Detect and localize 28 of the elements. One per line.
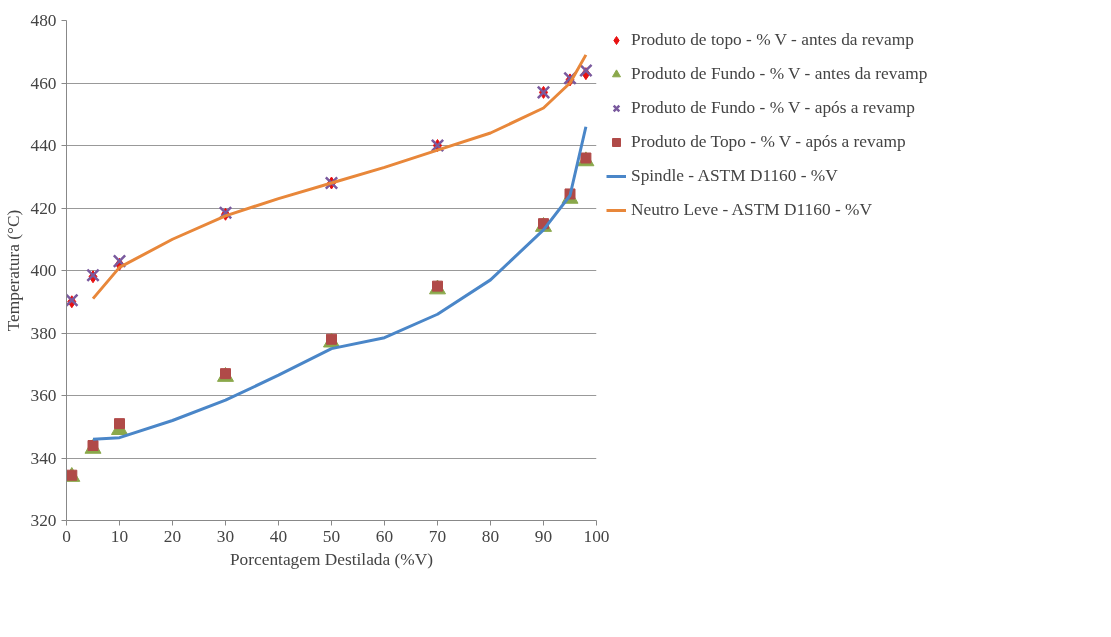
y-tick-label: 320 [30, 511, 57, 530]
x-tick-label: 40 [269, 526, 288, 546]
x-tick-label: 0 [62, 526, 71, 546]
y-tick-label: 380 [30, 323, 57, 343]
x-tick-label: 100 [583, 526, 610, 546]
y-tick-label: 440 [30, 136, 57, 155]
x-tick-label: 80 [481, 526, 500, 546]
x-tick-label: 70 [428, 526, 447, 546]
legend-label: Produto de Fundo - % V - antes da revamp [631, 64, 928, 84]
legend-label: Produto de topo - % V - antes da revamp [631, 30, 914, 50]
y-tick-label: 340 [30, 448, 57, 468]
y-tick-label: 420 [30, 198, 57, 218]
legend-label: Neutro Leve - ASTM D1160 - %V [631, 200, 872, 220]
x-tick-label: 50 [322, 526, 341, 546]
y-tick-label: 460 [30, 73, 57, 93]
x-axis-title: Porcentagem Destilada (%V) [229, 549, 434, 569]
y-tick-label: 360 [30, 386, 57, 405]
y-axis-title: Temperatura (°C) [3, 209, 23, 332]
x-tick-label: 20 [163, 526, 182, 546]
legend-label: Produto de Fundo - % V - após a revamp [631, 98, 915, 118]
y-tick-label: 400 [30, 261, 57, 280]
legend-label: Spindle - ASTM D1160 - %V [631, 166, 838, 186]
legend-label: Produto de Topo - % V - após a revamp [631, 132, 906, 152]
x-tick-label: 90 [534, 526, 553, 546]
x-tick-label: 60 [375, 526, 394, 546]
x-tick-label: 30 [216, 526, 235, 546]
x-tick-label: 10 [110, 526, 129, 546]
y-tick-label: 480 [30, 11, 57, 30]
